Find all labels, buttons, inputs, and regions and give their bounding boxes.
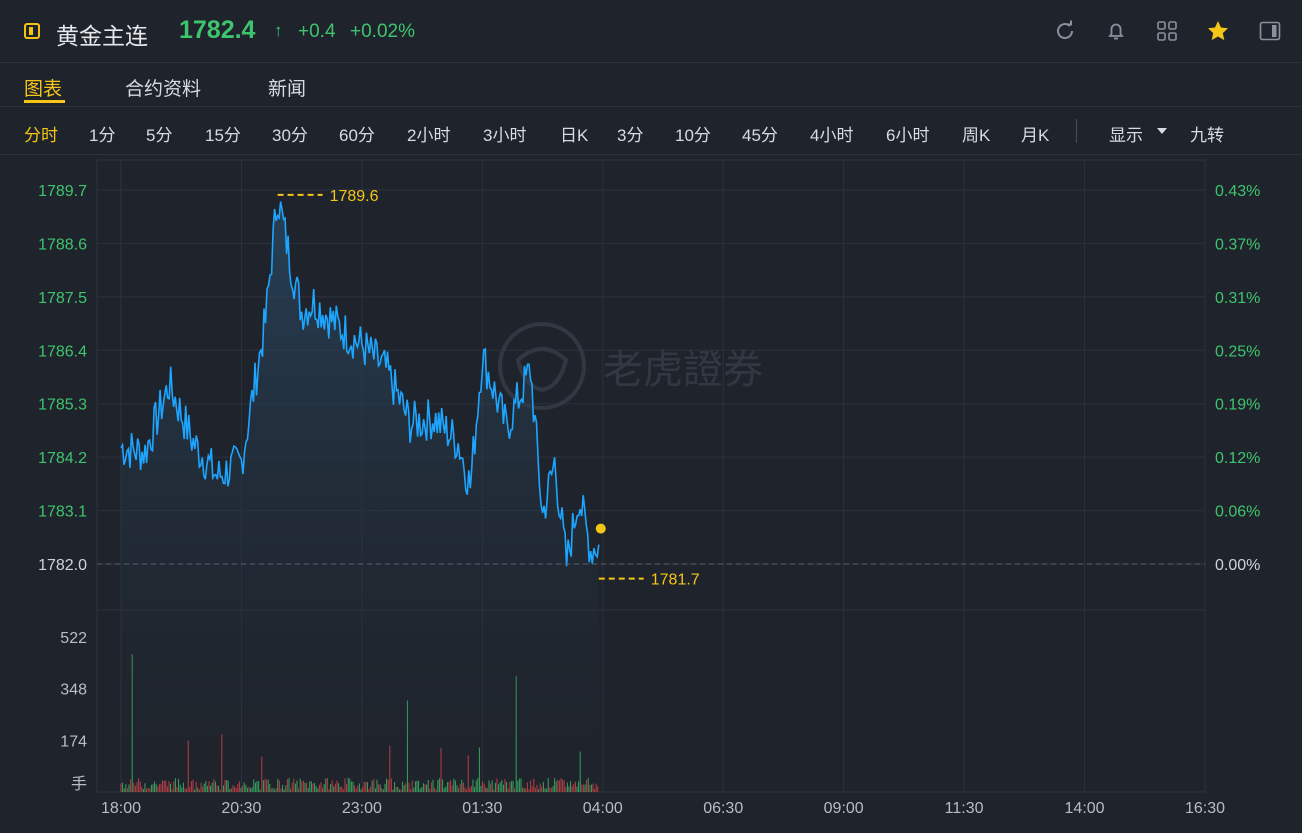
period-15min[interactable]: 15分	[205, 126, 241, 145]
watermark: 老虎證券	[498, 322, 763, 410]
pct-tick-label: 0.25%	[1215, 343, 1260, 360]
main-tabs: 图表 合约资料 新闻	[0, 62, 1302, 107]
time-tick-label: 11:30	[945, 800, 984, 817]
tab-contract-info[interactable]: 合约资料	[125, 79, 202, 100]
price-tick-label: 1786.4	[38, 343, 87, 360]
price-change-pct: +0.02%	[350, 21, 415, 42]
low-label: 1781.7	[651, 572, 700, 589]
pct-tick-label: 0.43%	[1215, 183, 1260, 200]
display-dropdown[interactable]: 显示	[1109, 126, 1143, 145]
last-price-dot	[595, 523, 606, 534]
period-30min[interactable]: 30分	[272, 126, 308, 145]
pct-tick-label: 0.12%	[1215, 450, 1260, 467]
price-area	[121, 201, 599, 793]
contract-title: 黄金主连	[56, 23, 148, 49]
grid-icon[interactable]	[1154, 18, 1180, 44]
intraday-chart[interactable]: 老虎證券 1789.7 1788.6 1787.5 1786.4 1785.3 1784.…	[0, 155, 1302, 833]
period-divider	[1076, 119, 1077, 143]
period-45min[interactable]: 45分	[742, 126, 778, 145]
price-tick-label: 1789.7	[38, 183, 87, 200]
tab-chart[interactable]: 图表	[24, 79, 63, 100]
low-marker: 1781.7	[598, 572, 700, 589]
period-2h[interactable]: 2小时	[407, 126, 451, 145]
time-tick-label: 18:00	[101, 800, 141, 817]
period-week[interactable]: 周K	[962, 126, 991, 145]
high-marker: 1789.6	[277, 188, 379, 205]
watermark-text: 老虎證券	[603, 348, 763, 392]
chevron-down-icon[interactable]	[1157, 128, 1167, 134]
volume-tick-label: 522	[60, 630, 87, 647]
price-tick-label: 1783.1	[38, 504, 87, 521]
pct-axis: 0.43% 0.37% 0.31% 0.25% 0.19% 0.12% 0.06% 0.00%	[1215, 183, 1260, 574]
volume-tick-label: 174	[60, 733, 87, 750]
price-tick-label: 1787.5	[38, 290, 87, 307]
period-3h[interactable]: 3小时	[483, 126, 527, 145]
period-4h[interactable]: 4小时	[810, 126, 854, 145]
time-tick-label: 14:00	[1065, 800, 1105, 817]
tab-news[interactable]: 新闻	[268, 79, 307, 100]
bell-icon[interactable]	[1103, 18, 1129, 44]
pct-tick-label: 0.19%	[1215, 397, 1260, 414]
time-tick-label: 20:30	[221, 800, 261, 817]
active-tab-underline	[24, 100, 65, 103]
volume-tick-label: 348	[60, 682, 87, 699]
price-tick-label: 1784.2	[38, 450, 87, 467]
period-10min[interactable]: 10分	[675, 126, 711, 145]
price-tick-label: 1788.6	[38, 236, 87, 253]
pct-tick-label: 0.37%	[1215, 236, 1260, 253]
price-axis: 1789.7 1788.6 1787.5 1786.4 1785.3 1784.2 1783…	[38, 183, 87, 574]
time-axis: 18:00 20:30 23:00 01:30 04:00 06:30 09:00 11:30…	[101, 800, 1225, 817]
time-tick-label: 04:00	[583, 800, 623, 817]
star-icon[interactable]	[1205, 18, 1231, 44]
refresh-icon[interactable]	[1052, 18, 1078, 44]
volume-tick-label: 手	[71, 775, 87, 793]
price-tick-label: 1785.3	[38, 397, 87, 414]
last-price: 1782.4	[179, 16, 256, 44]
period-month[interactable]: 月K	[1021, 126, 1050, 145]
period-60min[interactable]: 60分	[339, 126, 375, 145]
up-arrow-icon: ↑	[274, 21, 283, 40]
time-tick-label: 01:30	[462, 800, 502, 817]
pct-tick-label: 0.31%	[1215, 290, 1260, 307]
price-line	[120, 201, 600, 567]
period-bar: 分时 1分 5分 15分 30分 60分 2小时 3小时 日K 3分 10分 4…	[0, 107, 1302, 155]
high-label: 1789.6	[330, 188, 379, 205]
period-3min[interactable]: 3分	[617, 126, 644, 145]
nine-turn-toggle[interactable]: 九转	[1190, 126, 1224, 145]
pct-tick-label: 0.06%	[1215, 504, 1260, 521]
top-bar: 黄金主连 1782.4 ↑ +0.4 +0.02%	[0, 0, 1302, 63]
time-tick-label: 16:30	[1185, 800, 1225, 817]
volume-axis: 522 348 174 手	[60, 630, 87, 793]
period-5min[interactable]: 5分	[146, 126, 173, 145]
period-1min[interactable]: 1分	[89, 126, 116, 145]
contract-icon	[24, 23, 40, 39]
time-tick-label: 09:00	[824, 800, 864, 817]
period-day[interactable]: 日K	[560, 126, 589, 145]
time-tick-label: 23:00	[342, 800, 382, 817]
pct-tick-label: 0.00%	[1215, 557, 1260, 574]
price-change: +0.4	[298, 21, 336, 42]
panel-icon[interactable]	[1257, 18, 1283, 44]
period-6h[interactable]: 6小时	[886, 126, 930, 145]
time-tick-label: 06:30	[703, 800, 743, 817]
price-tick-label: 1782.0	[38, 557, 87, 574]
period-intraday[interactable]: 分时	[24, 126, 58, 145]
